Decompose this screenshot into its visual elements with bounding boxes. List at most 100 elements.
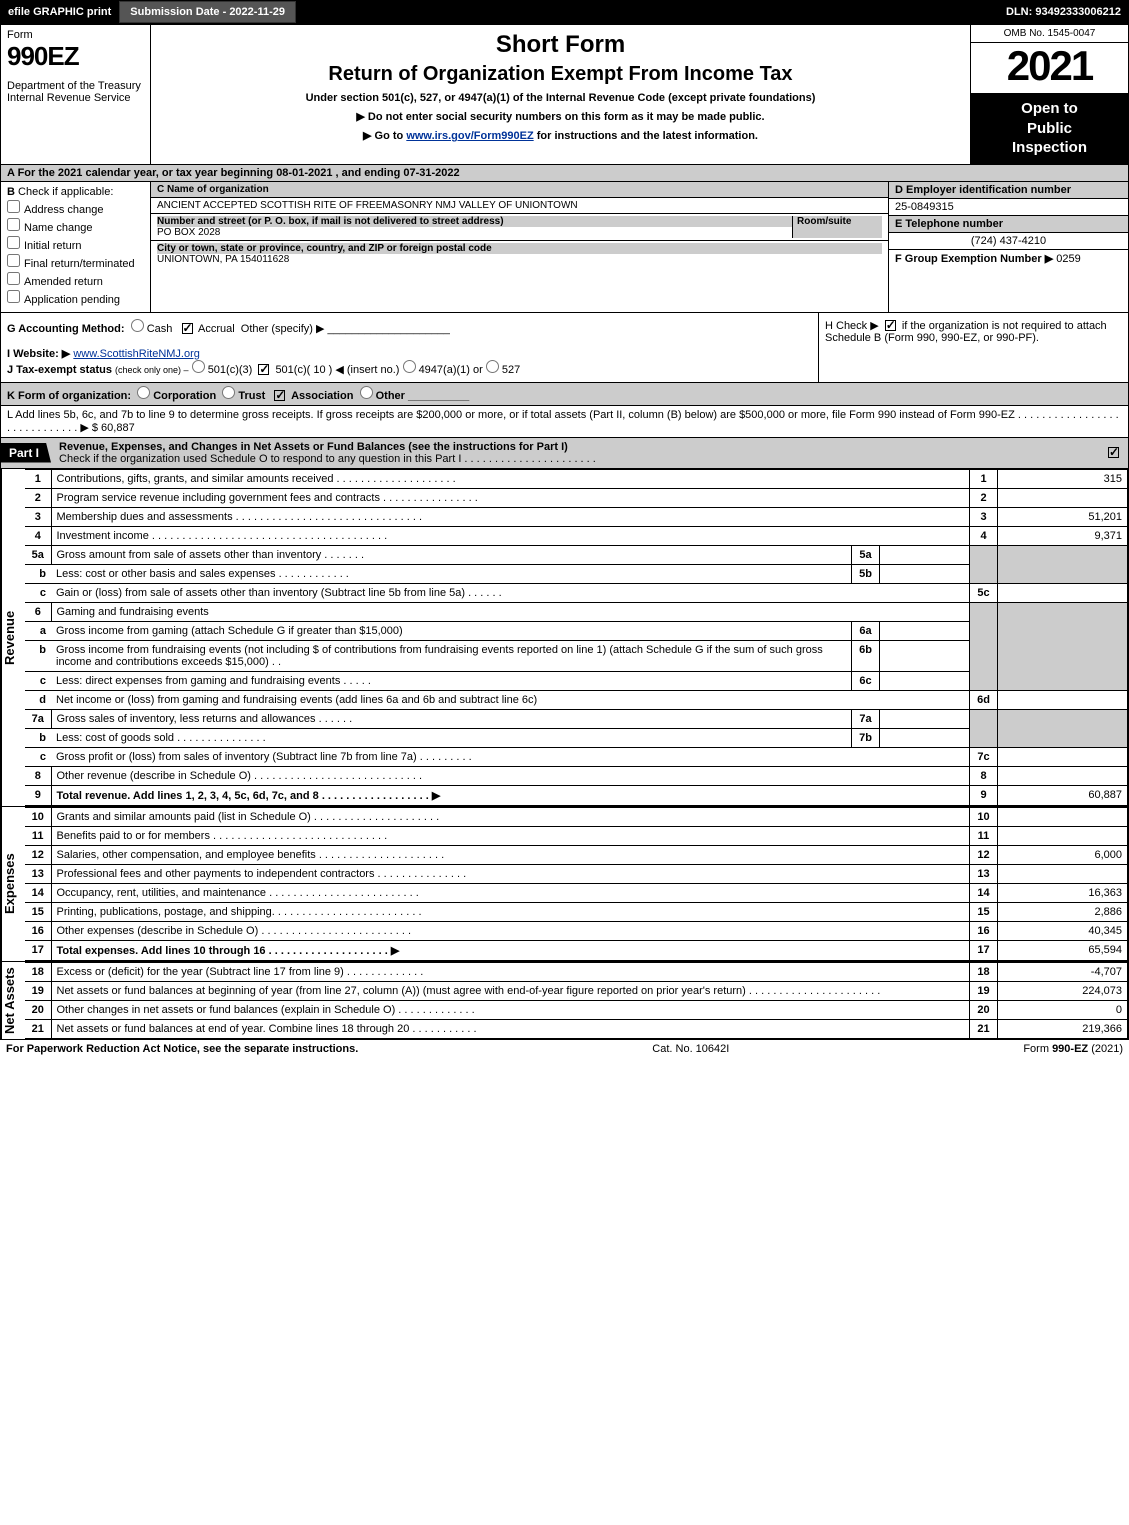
radio-accrual[interactable] — [182, 323, 193, 334]
org-name: ANCIENT ACCEPTED SCOTTISH RITE OF FREEMA… — [151, 198, 888, 214]
line-13: 13Professional fees and other payments t… — [25, 864, 1128, 883]
line-6a: aGross income from gaming (attach Schedu… — [25, 621, 1128, 640]
d-ein-value: 25-0849315 — [889, 199, 1128, 216]
form-number: 990EZ — [7, 41, 144, 72]
line-7a: 7aGross sales of inventory, less returns… — [25, 709, 1128, 728]
page-footer: For Paperwork Reduction Act Notice, see … — [0, 1040, 1129, 1058]
check-name-change[interactable]: Name change — [7, 218, 144, 234]
radio-other[interactable] — [360, 386, 373, 399]
line-17: 17Total expenses. Add lines 10 through 1… — [25, 940, 1128, 960]
header-left: Form 990EZ Department of the TreasuryInt… — [1, 25, 151, 164]
line-5c: cGain or (loss) from sale of assets othe… — [25, 583, 1128, 602]
net-assets-vlabel: Net Assets — [1, 962, 25, 1039]
subtitle: Under section 501(c), 527, or 4947(a)(1)… — [157, 92, 964, 104]
e-phone-label: E Telephone number — [889, 216, 1128, 233]
net-assets-section: Net Assets 18Excess or (deficit) for the… — [1, 962, 1128, 1039]
line-19: 19Net assets or fund balances at beginni… — [25, 981, 1128, 1000]
title-return: Return of Organization Exempt From Incom… — [157, 63, 964, 86]
revenue-vlabel: Revenue — [1, 469, 25, 806]
check-h[interactable] — [885, 320, 896, 331]
part-i-badge: Part I — [1, 443, 51, 463]
line-7c: cGross profit or (loss) from sales of in… — [25, 747, 1128, 766]
line-10: 10Grants and similar amounts paid (list … — [25, 807, 1128, 826]
note-ssn: ▶ Do not enter social security numbers o… — [157, 110, 964, 123]
footer-catno: Cat. No. 10642I — [358, 1043, 1023, 1055]
d-ein-label: D Employer identification number — [889, 182, 1128, 199]
i-website-label: I Website: ▶ — [7, 348, 70, 360]
expenses-vlabel: Expenses — [1, 807, 25, 961]
g-accounting: G Accounting Method: Cash Accrual Other … — [1, 313, 818, 382]
website-link[interactable]: www.ScottishRiteNMJ.org — [73, 348, 200, 360]
line-12: 12Salaries, other compensation, and empl… — [25, 845, 1128, 864]
header-center: Short Form Return of Organization Exempt… — [151, 25, 970, 164]
open-to-public: Open toPublicInspection — [971, 93, 1128, 164]
city-value: UNIONTOWN, PA 154011628 — [157, 254, 882, 265]
part-i-title: Revenue, Expenses, and Changes in Net As… — [51, 438, 1105, 468]
j-tax-exempt-label: J Tax-exempt status — [7, 364, 112, 376]
radio-501c[interactable] — [258, 364, 269, 375]
line-14: 14Occupancy, rent, utilities, and mainte… — [25, 883, 1128, 902]
line-21: 21Net assets or fund balances at end of … — [25, 1019, 1128, 1038]
line-3: 3Membership dues and assessments . . . .… — [25, 507, 1128, 526]
street-value: PO BOX 2028 — [157, 227, 792, 238]
line-4: 4Investment income . . . . . . . . . . .… — [25, 526, 1128, 545]
line-20: 20Other changes in net assets or fund ba… — [25, 1000, 1128, 1019]
footer-formid: Form 990-EZ (2021) — [1023, 1043, 1123, 1055]
expenses-table: 10Grants and similar amounts paid (list … — [25, 807, 1128, 961]
radio-527[interactable] — [486, 360, 499, 373]
department-label: Department of the TreasuryInternal Reven… — [7, 80, 144, 104]
c-name-label: C Name of organization — [151, 182, 888, 198]
check-application-pending[interactable]: Application pending — [7, 290, 144, 306]
row-k: K Form of organization: Corporation Trus… — [1, 383, 1128, 406]
check-amended-return[interactable]: Amended return — [7, 272, 144, 288]
e-phone-value: (724) 437-4210 — [889, 233, 1128, 250]
line-5a: 5aGross amount from sale of assets other… — [25, 545, 1128, 564]
block-right: D Employer identification number 25-0849… — [888, 182, 1128, 312]
line-8: 8Other revenue (describe in Schedule O) … — [25, 766, 1128, 785]
revenue-section: Revenue 1Contributions, gifts, grants, a… — [1, 469, 1128, 807]
tax-year: 2021 — [971, 43, 1128, 93]
radio-4947[interactable] — [403, 360, 416, 373]
line-11: 11Benefits paid to or for members . . . … — [25, 826, 1128, 845]
part-i-checkbox[interactable] — [1108, 447, 1119, 458]
b-label: B — [7, 186, 15, 198]
expenses-section: Expenses 10Grants and similar amounts pa… — [1, 807, 1128, 962]
header-right: OMB No. 1545-0047 2021 Open toPublicInsp… — [970, 25, 1128, 164]
check-final-return[interactable]: Final return/terminated — [7, 254, 144, 270]
check-address-change[interactable]: Address change — [7, 200, 144, 216]
radio-trust[interactable] — [222, 386, 235, 399]
submission-date-button[interactable]: Submission Date - 2022-11-29 — [119, 1, 296, 23]
efile-print-button[interactable]: efile GRAPHIC print — [0, 2, 119, 22]
h-schedule-b: H Check ▶ if the organization is not req… — [818, 313, 1128, 382]
dln-label: DLN: 93492333006212 — [1006, 6, 1129, 18]
row-a-tax-year: A For the 2021 calendar year, or tax yea… — [1, 165, 1128, 182]
info-block: B Check if applicable: Address change Na… — [1, 182, 1128, 313]
line-16: 16Other expenses (describe in Schedule O… — [25, 921, 1128, 940]
line-6c: cLess: direct expenses from gaming and f… — [25, 671, 1128, 690]
f-group-exemption: F Group Exemption Number ▶ 0259 — [889, 250, 1128, 267]
net-assets-table: 18Excess or (deficit) for the year (Subt… — [25, 962, 1128, 1039]
revenue-table: 1Contributions, gifts, grants, and simil… — [25, 469, 1128, 806]
check-initial-return[interactable]: Initial return — [7, 236, 144, 252]
row-gh: G Accounting Method: Cash Accrual Other … — [1, 313, 1128, 383]
omb-number: OMB No. 1545-0047 — [971, 25, 1128, 43]
form-header: Form 990EZ Department of the TreasuryInt… — [1, 25, 1128, 165]
line-9: 9Total revenue. Add lines 1, 2, 3, 4, 5c… — [25, 785, 1128, 805]
room-label: Room/suite — [792, 216, 882, 238]
line-5b: bLess: cost or other basis and sales exp… — [25, 564, 1128, 583]
radio-cash[interactable] — [131, 319, 144, 332]
note-goto: ▶ Go to www.irs.gov/Form990EZ for instru… — [157, 129, 964, 142]
radio-association[interactable] — [274, 390, 285, 401]
radio-501c3[interactable] — [192, 360, 205, 373]
row-l: L Add lines 5b, 6c, and 7b to line 9 to … — [1, 406, 1128, 438]
line-7b: bLess: cost of goods sold . . . . . . . … — [25, 728, 1128, 747]
line-6d: dNet income or (loss) from gaming and fu… — [25, 690, 1128, 709]
street-label: Number and street (or P. O. box, if mail… — [157, 216, 792, 227]
radio-corporation[interactable] — [137, 386, 150, 399]
line-6b: bGross income from fundraising events (n… — [25, 640, 1128, 671]
line-1: 1Contributions, gifts, grants, and simil… — [25, 469, 1128, 488]
line-6: 6Gaming and fundraising events — [25, 602, 1128, 621]
irs-link[interactable]: www.irs.gov/Form990EZ — [406, 130, 533, 142]
footer-paperwork: For Paperwork Reduction Act Notice, see … — [6, 1043, 358, 1055]
top-bar: efile GRAPHIC print Submission Date - 20… — [0, 0, 1129, 24]
